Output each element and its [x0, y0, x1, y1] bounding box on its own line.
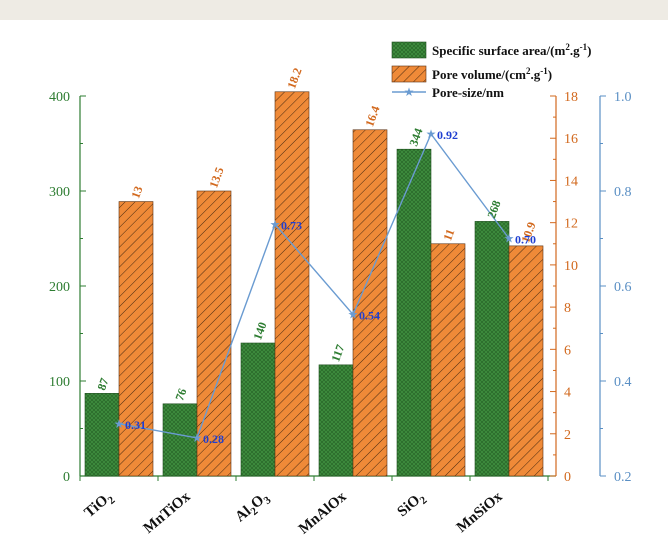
middle-axis-tick-label: 0: [564, 470, 571, 485]
middle-axis-tick-label: 12: [564, 217, 578, 232]
category-label: MnSiOx: [454, 488, 506, 535]
right-axis-tick-label: 1.0: [614, 90, 632, 105]
pore-size-marker: ★: [270, 217, 281, 231]
middle-axis-tick-label: 10: [564, 259, 578, 274]
right-axis-tick-label: 0.4: [614, 375, 632, 390]
pore-size-marker: ★: [504, 232, 515, 246]
surface-area-value-label: 344: [406, 126, 425, 148]
pore-size-marker: ★: [114, 417, 125, 431]
middle-axis-tick-label: 4: [564, 386, 571, 401]
pore-size-value-label: 0.73: [281, 218, 302, 232]
middle-axis-tick-label: 8: [564, 301, 571, 316]
surface-area-value-label: 87: [94, 376, 111, 392]
right-axis-tick-label: 0.6: [614, 280, 632, 295]
legend-swatch-surface-area: [391, 41, 427, 59]
left-axis-tick-label: 300: [49, 185, 70, 200]
surface-area-bar: [318, 364, 354, 477]
middle-axis-tick-label: 18: [564, 90, 578, 105]
pore-volume-bar: [118, 201, 154, 477]
pore-size-polyline: [118, 132, 510, 439]
right-axis-tick-label: 0.2: [614, 470, 632, 485]
pore-volume-bar: [196, 190, 232, 477]
left-axis-tick-label: 400: [49, 90, 70, 105]
pore-volume-value-label: 11: [440, 227, 457, 242]
category-label: TiO2: [81, 488, 117, 523]
surface-area-value-label: 76: [172, 387, 189, 403]
left-axis-tick-label: 200: [49, 280, 70, 295]
pore-volume-value-label: 18.2: [284, 66, 304, 91]
left-axis-tick-label: 100: [49, 375, 70, 390]
surface-area-bar: [162, 403, 198, 477]
top-bar: [0, 0, 668, 20]
legend-swatch-pore-volume: [391, 65, 427, 83]
pore-size-line: ★ ★ ★ ★ ★ ★: [114, 127, 515, 445]
surface-area-bar: [240, 342, 276, 477]
middle-axis-tick-label: 6: [564, 343, 571, 358]
legend-label: Specific surface area/(m2.g-1): [432, 42, 591, 58]
pore-size-value-label: 0.28: [203, 432, 224, 446]
pore-size-value-label: 0.92: [437, 128, 458, 142]
legend: Specific surface area/(m2.g-1) Pore volum…: [391, 41, 591, 100]
category-label: MnTiOx: [141, 488, 194, 536]
middle-axis-tick-label: 16: [564, 132, 578, 147]
pore-volume-bar: [508, 245, 544, 477]
legend-label: Pore volume/(cm2.g-1): [432, 66, 552, 82]
category-label: MnAlOx: [296, 488, 350, 537]
pore-volume-value-label: 16.4: [362, 104, 382, 129]
pore-size-marker: ★: [426, 127, 437, 141]
category-label: Al2O3: [232, 488, 273, 527]
pore-size-value-label: 0.54: [359, 309, 380, 323]
surface-area-bar: [396, 148, 432, 477]
legend-label: Pore-size/nm: [432, 85, 504, 100]
pore-size-value-label: 0.70: [515, 233, 536, 247]
surface-area-bar: [474, 221, 510, 477]
surface-area-value-label: 140: [250, 320, 269, 342]
pore-volume-bar: [430, 243, 466, 477]
surface-area-value-label: 268: [484, 198, 503, 220]
middle-axis-tick-label: 14: [564, 174, 578, 189]
pore-size-marker: ★: [348, 308, 359, 322]
surface-area-bar: [84, 393, 120, 477]
right-axis-tick-label: 0.8: [614, 185, 632, 200]
category-label: SiO2: [395, 488, 430, 522]
axes: 0 100 200 300 400 0 2 4 6 8 10 12 14 16 18 0.2 0.4 0.6 0.8…: [49, 90, 632, 485]
middle-axis-tick-label: 2: [564, 428, 571, 443]
legend-swatch-pore-size-marker: ★: [404, 85, 415, 99]
left-axis-tick-label: 0: [63, 470, 70, 485]
pore-volume-bar: [274, 91, 310, 477]
pore-volume-value-label: 13: [128, 184, 145, 200]
pore-volume-value-label: 13.5: [206, 165, 226, 190]
pore-size-value-label: 0.31: [125, 418, 146, 432]
surface-area-value-label: 117: [328, 343, 347, 364]
pore-size-marker: ★: [192, 431, 203, 445]
bars: [84, 91, 544, 477]
pore-volume-value-label: 10.9: [518, 220, 538, 245]
